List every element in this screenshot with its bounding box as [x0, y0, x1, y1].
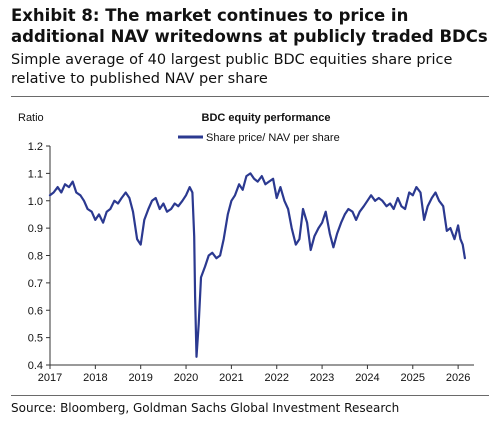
bottom-rule [11, 395, 489, 396]
x-tick-label: 2019 [128, 372, 152, 384]
x-tick-label: 2023 [310, 372, 334, 384]
y-tick-label: 0.9 [28, 223, 43, 235]
x-tick-label: 2021 [219, 372, 243, 384]
plot-area [48, 172, 466, 358]
x-tick-label: 2026 [446, 372, 470, 384]
y-axis: 1.2 1.1 1.0 0.9 0.8 0.7 0.6 0.5 0.4 [28, 141, 51, 372]
exhibit-title: Exhibit 8: The market continues to price… [11, 6, 488, 46]
legend-label: Share price/ NAV per share [206, 132, 340, 144]
y-tick-label: 0.5 [28, 333, 43, 345]
y-tick-label: 0.4 [28, 360, 43, 372]
x-tick-label: 2020 [174, 372, 198, 384]
y-tick-label: 1.1 [28, 168, 43, 180]
x-tick-label: 2024 [355, 372, 379, 384]
top-rule [11, 96, 489, 97]
x-tick-label: 2018 [83, 372, 107, 384]
y-tick-label: 0.7 [28, 278, 43, 290]
x-tick-label: 2022 [264, 372, 288, 384]
y-tick-label: 0.8 [28, 251, 43, 263]
x-tick-label: 2017 [38, 372, 62, 384]
legend: Share price/ NAV per share [178, 132, 340, 144]
y-axis-label: Ratio [18, 112, 44, 124]
chart-title: BDC equity performance [202, 112, 331, 124]
y-tick-label: 1.2 [28, 141, 43, 153]
x-axis: 2017 2018 2019 2020 2021 2022 2023 2024 2025 2026 [38, 364, 474, 384]
x-tick-label: 2025 [401, 372, 425, 384]
y-tick-label: 0.6 [28, 305, 43, 317]
exhibit-subtitle: Simple average of 40 largest public BDC … [11, 52, 453, 87]
source-note: Source: Bloomberg, Goldman Sachs Global … [11, 401, 400, 415]
series-line-share-price-nav [48, 172, 466, 358]
y-tick-label: 1.0 [28, 196, 43, 208]
